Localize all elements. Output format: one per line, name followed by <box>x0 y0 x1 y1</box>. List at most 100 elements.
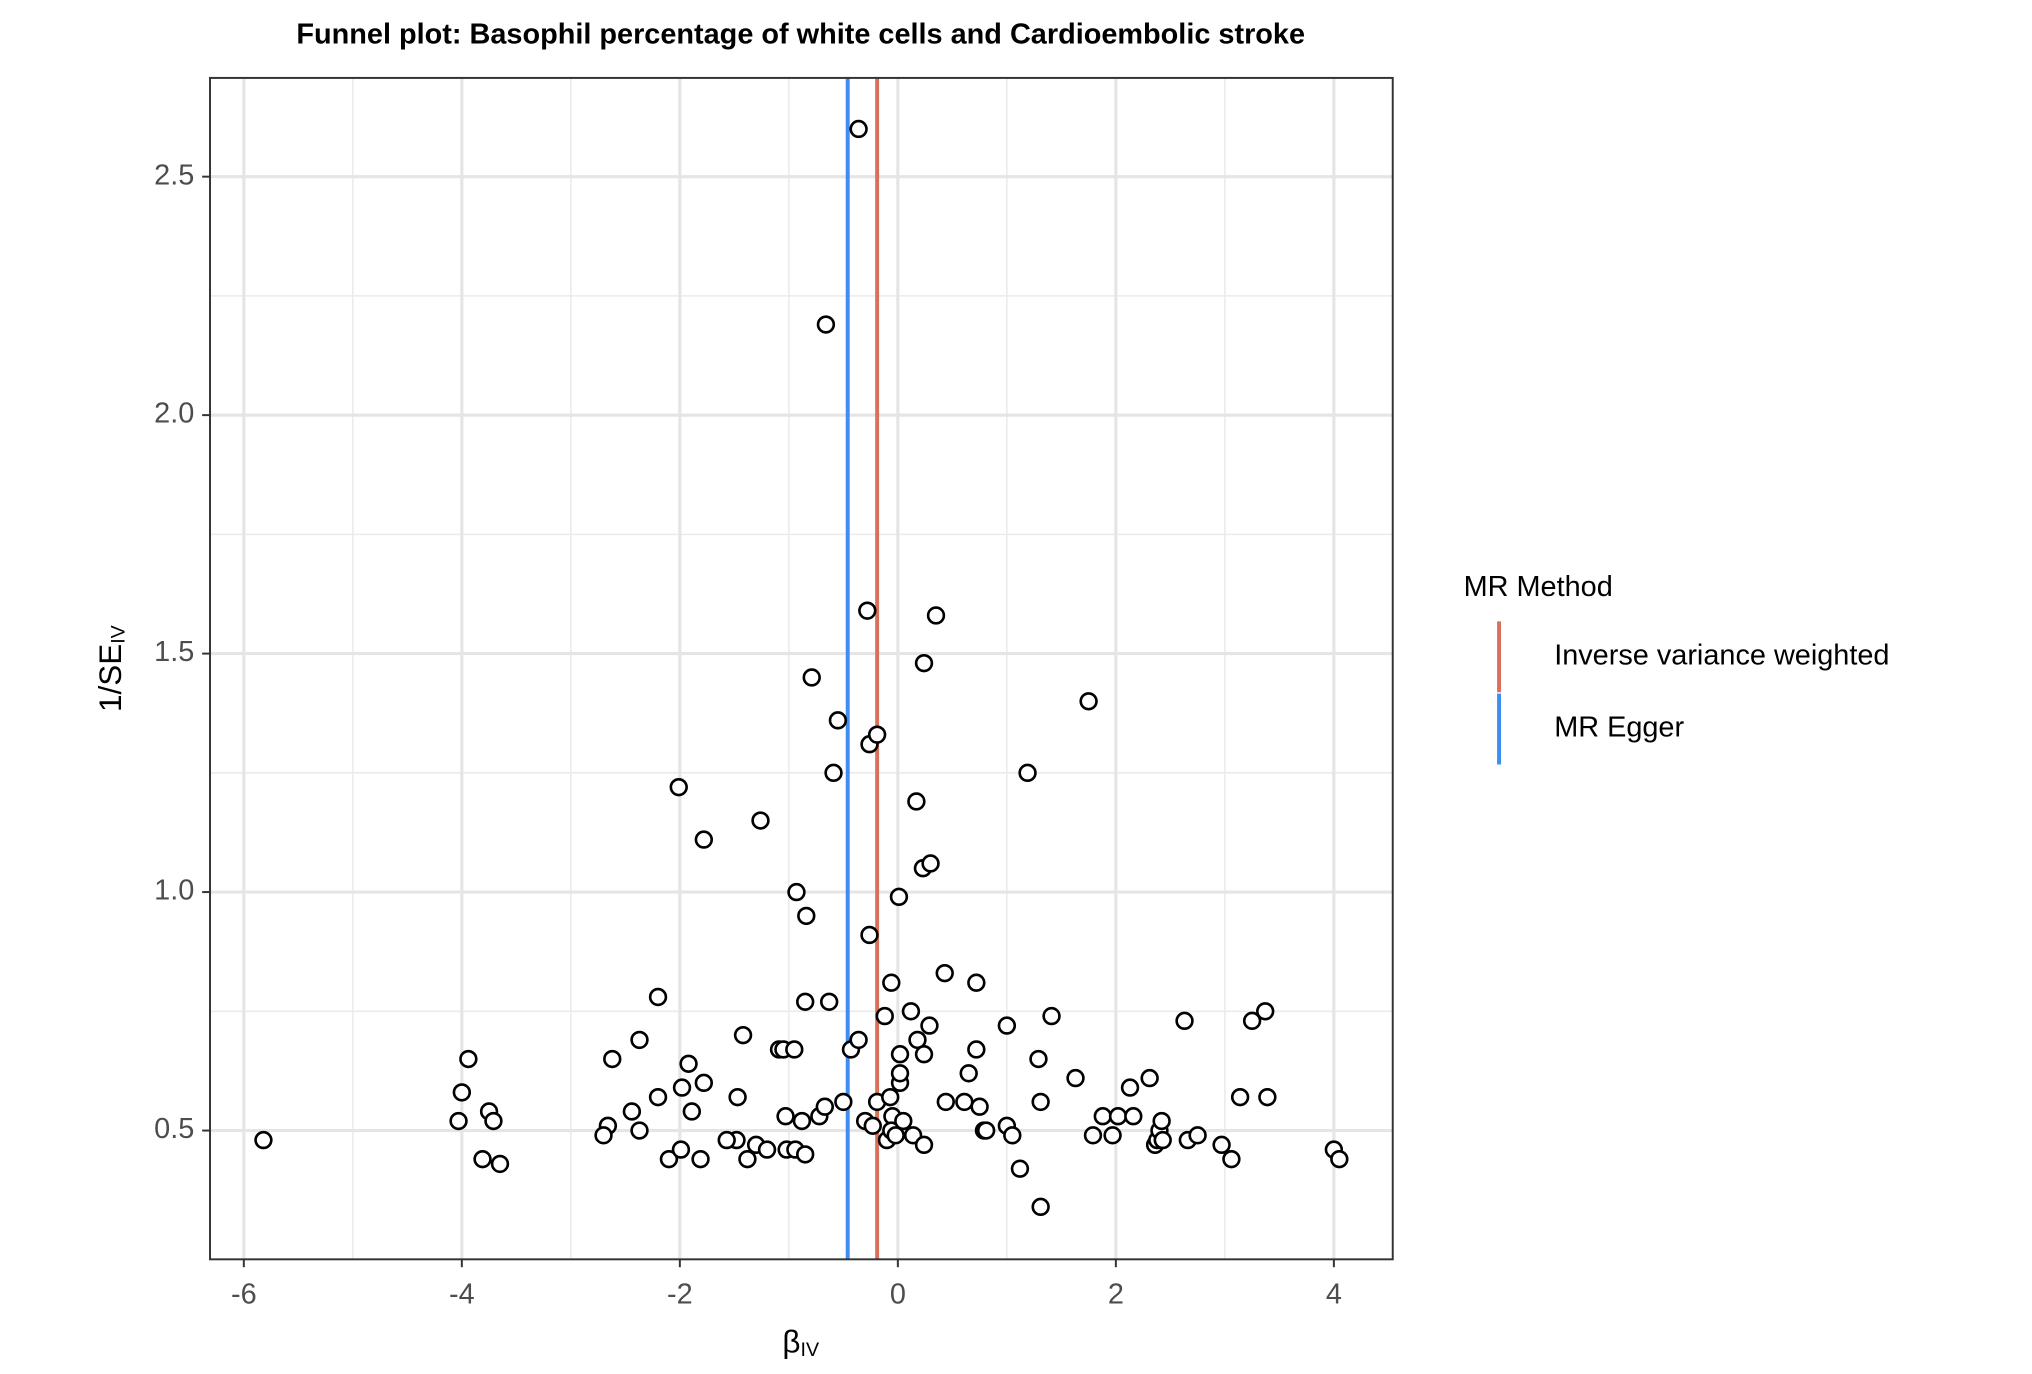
data-point <box>603 1049 622 1069</box>
data-point <box>452 1083 472 1102</box>
data-point <box>1031 1092 1050 1112</box>
data-point <box>860 925 879 945</box>
plot-background <box>210 77 1393 1260</box>
data-point <box>881 1087 900 1107</box>
data-point <box>886 1126 905 1145</box>
data-point <box>682 1102 702 1121</box>
data-point <box>828 711 848 730</box>
data-point <box>484 1111 503 1131</box>
data-point <box>914 1135 934 1155</box>
data-point <box>785 1040 804 1059</box>
data-point <box>1093 1107 1112 1126</box>
data-point <box>955 1092 974 1112</box>
data-point <box>630 1030 649 1050</box>
data-point <box>728 1087 747 1107</box>
data-point <box>1003 1126 1022 1145</box>
data-point <box>671 1140 691 1159</box>
data-point <box>459 1049 478 1069</box>
data-point <box>997 1016 1017 1035</box>
data-point <box>757 1140 777 1159</box>
data-point <box>1103 1126 1122 1145</box>
data-point <box>976 1121 996 1140</box>
data-point <box>738 1149 757 1169</box>
data-point <box>1124 1107 1143 1126</box>
y-tick-label: 2.5 <box>154 159 194 191</box>
data-point <box>1108 1107 1128 1126</box>
data-point <box>1018 763 1037 783</box>
x-tick-label: -6 <box>231 1279 257 1311</box>
data-point <box>816 315 836 334</box>
data-point <box>490 1154 510 1174</box>
data-point <box>967 973 986 992</box>
x-axis-title: βIV <box>782 1324 820 1361</box>
data-point <box>926 606 946 625</box>
data-point <box>1120 1078 1140 1097</box>
y-axis-title-main: 1/SE <box>92 644 128 712</box>
data-point <box>890 1064 910 1083</box>
data-point <box>889 887 909 907</box>
data-point <box>622 1102 642 1121</box>
y-tick-label: 1.0 <box>154 875 194 907</box>
data-point <box>797 906 816 926</box>
data-point <box>1256 1002 1275 1021</box>
data-point <box>648 1087 668 1107</box>
chart-title: Funnel plot: Basophil percentage of whit… <box>296 19 1305 51</box>
data-point <box>824 763 843 783</box>
y-tick-label: 1.5 <box>154 636 194 668</box>
data-point <box>901 1002 921 1021</box>
data-point <box>1029 1049 1048 1069</box>
data-point <box>815 1097 835 1116</box>
x-tick-label: 2 <box>1108 1279 1124 1311</box>
data-point <box>796 1145 815 1164</box>
data-point <box>858 601 877 620</box>
data-point <box>907 792 926 811</box>
data-point <box>875 1006 894 1026</box>
data-point <box>1175 1011 1194 1031</box>
data-point <box>967 1040 986 1059</box>
data-point <box>802 668 821 687</box>
data-point <box>1258 1087 1277 1107</box>
data-point <box>1230 1087 1250 1107</box>
data-point <box>935 963 954 983</box>
data-point <box>594 1126 613 1145</box>
data-point <box>936 1092 956 1112</box>
data-point <box>776 1107 795 1126</box>
data-point <box>834 1092 853 1112</box>
data-point <box>894 1111 913 1131</box>
data-point <box>1079 692 1098 711</box>
data-point <box>679 1054 698 1073</box>
data-point <box>672 1078 692 1097</box>
x-tick-label: 4 <box>1326 1279 1342 1311</box>
data-point <box>717 1130 736 1150</box>
data-point <box>1066 1068 1085 1088</box>
data-point <box>819 992 839 1011</box>
data-point <box>914 653 934 673</box>
data-point <box>648 987 668 1007</box>
x-tick-label: -2 <box>667 1279 693 1311</box>
data-point <box>796 992 815 1011</box>
data-point <box>1188 1126 1207 1145</box>
x-axis-title-sub: IV <box>800 1339 819 1361</box>
data-point <box>449 1111 468 1131</box>
data-point <box>1152 1111 1171 1131</box>
data-point <box>1242 1011 1262 1031</box>
data-point <box>1212 1135 1231 1155</box>
data-point <box>1222 1149 1241 1169</box>
data-point <box>733 1025 753 1045</box>
data-point <box>849 119 868 139</box>
y-tick-label: 2.0 <box>154 398 194 430</box>
data-point <box>1010 1159 1030 1178</box>
data-point <box>1031 1197 1050 1217</box>
y-axis-title: 1/SEIV <box>92 624 129 712</box>
data-point <box>792 1111 812 1131</box>
data-point <box>867 725 887 744</box>
plot-border <box>209 76 1394 1261</box>
data-point <box>920 1016 939 1035</box>
x-axis-title-main: β <box>782 1324 800 1360</box>
x-tick-label: -4 <box>449 1279 475 1311</box>
data-point <box>254 1130 273 1150</box>
data-point <box>630 1121 649 1140</box>
data-point <box>787 882 806 902</box>
data-point <box>914 1045 934 1064</box>
